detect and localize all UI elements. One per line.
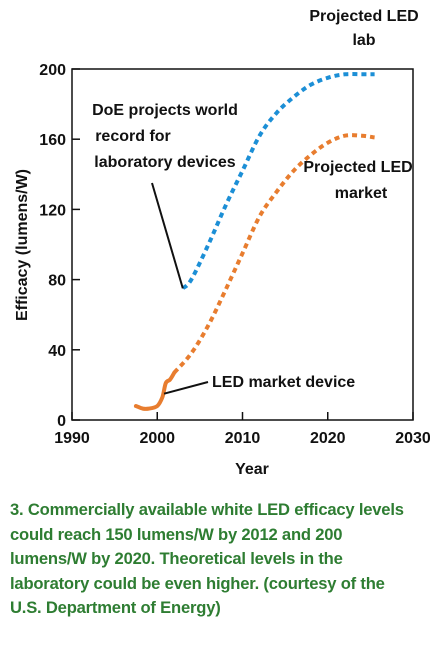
- figure-caption: 3. Commercially available white LED effi…: [10, 500, 404, 617]
- x-axis-label: Year: [235, 461, 269, 478]
- x-tick-label: 2000: [139, 430, 175, 447]
- series-line-2: [181, 72, 375, 290]
- y-axis-label: Efficacy (lumens/W): [14, 169, 31, 321]
- series-line-1: [172, 133, 375, 374]
- axis-ticks: 1990 2000 2010 2020 2030 0 40 80 120 160 200: [39, 62, 430, 447]
- lab-projection-label-line2: lab: [352, 32, 375, 49]
- x-tick-label: 2010: [225, 430, 261, 447]
- x-tick-label: 2020: [310, 430, 346, 447]
- y-tick-label: 80: [48, 273, 66, 290]
- efficacy-chart: 1990 2000 2010 2020 2030 0 40 80 120 160 200 Effic…: [14, 8, 430, 478]
- y-tick-label: 120: [39, 202, 66, 219]
- y-tick-label: 40: [48, 343, 66, 360]
- y-tick-label: 0: [57, 413, 66, 430]
- series-line-0: [133, 370, 177, 411]
- leader-lines: [151, 182, 209, 395]
- doe-leader-line: [151, 182, 184, 289]
- doe-label-line3: laboratory devices: [94, 154, 236, 171]
- market-device-leader-line: [163, 381, 209, 395]
- y-tick-label: 160: [39, 132, 66, 149]
- lab-projection-label-line1: Projected LED: [309, 8, 418, 25]
- plot-frame: [71, 68, 414, 421]
- series-layer: [133, 72, 375, 411]
- market-device-label: LED market device: [212, 374, 355, 391]
- plot-border: [71, 68, 414, 421]
- doe-label-line1: DoE projects world: [92, 102, 238, 119]
- x-tick-label: 2030: [395, 430, 430, 447]
- x-tick-label: 1990: [54, 430, 90, 447]
- doe-label-line2: record for: [95, 128, 171, 145]
- market-projection-label-line2: market: [335, 185, 388, 202]
- market-projection-label-line1: Projected LED: [303, 159, 412, 176]
- y-tick-label: 200: [39, 62, 66, 79]
